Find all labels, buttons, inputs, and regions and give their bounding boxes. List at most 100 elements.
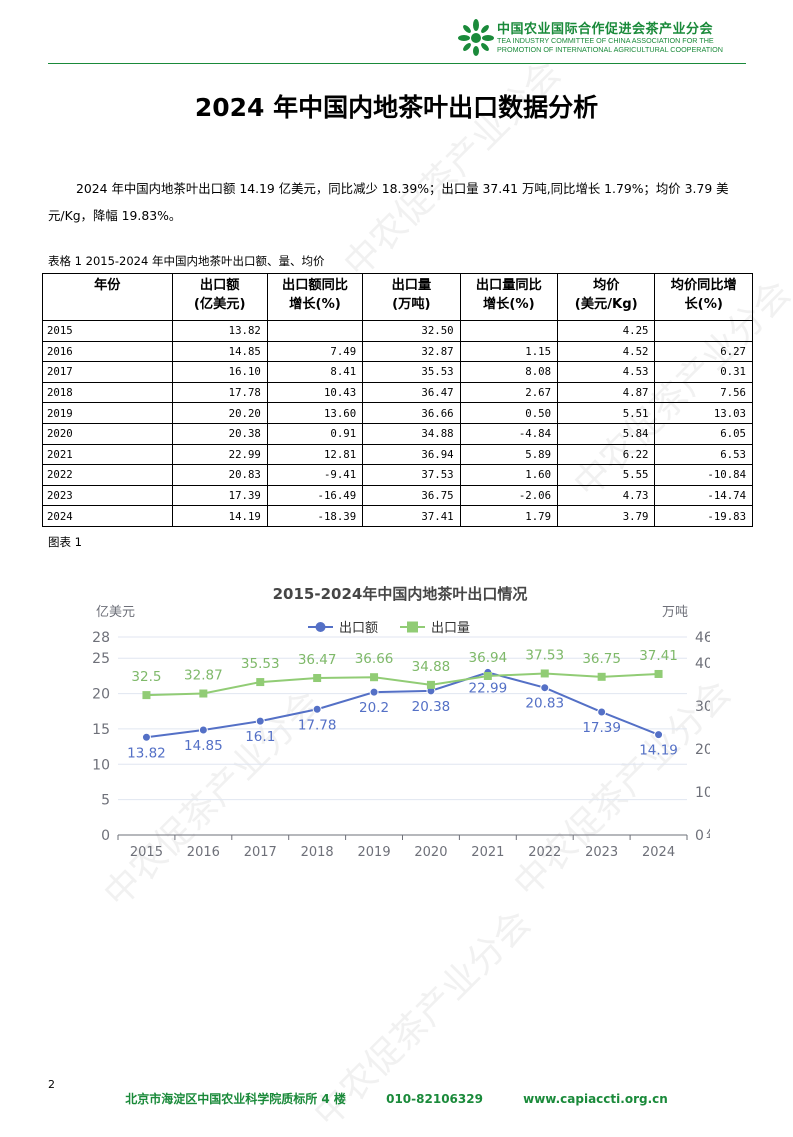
table-cell: 14.19	[171, 505, 268, 527]
y-left-axis-label: 亿美元	[96, 605, 135, 620]
table-cell-year: 2022	[42, 464, 173, 486]
data-label: 32.5	[131, 669, 161, 685]
table-cell: 12.81	[266, 443, 364, 466]
x-tick-label: 2024	[642, 845, 675, 860]
table-cell: 13.60	[266, 402, 364, 424]
table-cell-year: 2023	[42, 484, 173, 507]
footer-website[interactable]: www.capiaccti.org.cn	[523, 1092, 668, 1106]
table-cell-year: 2021	[42, 443, 173, 466]
data-label: 14.19	[639, 743, 678, 759]
data-label: 37.41	[639, 648, 678, 664]
footer-address: 北京市海淀区中国农业科学院质标所 4 楼	[125, 1092, 346, 1106]
data-point	[313, 674, 322, 683]
table-cell-year: 2017	[42, 361, 173, 383]
table-row: 2017 16.10 8.41 35.53 8.08 4.53 0.31	[42, 361, 753, 383]
table-cell: 5.89	[459, 443, 559, 466]
table-cell	[266, 320, 364, 342]
table-row: 2022 20.83 -9.41 37.53 1.60 5.55 -10.84	[42, 464, 753, 486]
y-left-tick-label: 28	[92, 630, 110, 646]
table-cell: 7.56	[654, 381, 753, 404]
data-point	[540, 669, 549, 678]
table-cell: 6.53	[654, 443, 753, 466]
table-cell: 37.41	[362, 505, 461, 527]
data-point	[370, 673, 379, 682]
org-name-cn: 中国农业国际合作促进会茶产业分会	[497, 22, 714, 37]
table-cell: 16.10	[171, 361, 268, 383]
table-cell: 36.47	[362, 381, 461, 404]
table-cell-year: 2019	[42, 402, 173, 424]
data-label: 17.39	[582, 720, 621, 736]
table-cell: 4.25	[557, 320, 656, 342]
legend-label: 出口量	[431, 621, 470, 636]
table-cell: -14.74	[654, 484, 753, 507]
table-cell: 6.05	[654, 422, 753, 445]
table-header-row: 年份 出口额 (亿美元) 出口额同比 增长(%) 出口量 (万吨) 出口量同比 增长(%…	[42, 273, 753, 321]
data-point	[199, 689, 208, 698]
table-cell: 20.20	[171, 402, 268, 424]
table-row: 2023 17.39 -16.49 36.75 -2.06 4.73 -14.74	[42, 484, 753, 507]
y-right-tick-label: 20	[695, 742, 710, 758]
y-left-tick-label: 0	[101, 828, 110, 844]
data-point	[426, 680, 435, 689]
table-cell: 36.94	[362, 443, 461, 466]
table-cell: 17.78	[171, 381, 268, 404]
y-left-tick-label: 20	[92, 687, 110, 703]
watermark: 中农促茶产业分会	[336, 52, 570, 286]
y-right-tick-label: 40	[695, 656, 710, 672]
data-label: 36.75	[582, 651, 621, 667]
table-row: 2018 17.78 10.43 36.47 2.67 4.87 7.56	[42, 381, 753, 404]
table-cell-year: 2020	[42, 422, 173, 445]
table-cell: 13.82	[171, 320, 268, 342]
header-avg-price: 均价 (美元/Kg)	[557, 273, 656, 321]
table-cell: 5.51	[557, 402, 656, 424]
figure-caption: 图表 1	[48, 535, 82, 549]
y-right-axis-label: 万吨	[662, 605, 688, 620]
table-cell: 4.53	[557, 361, 656, 383]
footer: 北京市海淀区中国农业科学院质标所 4 楼 010-82106329 www.ca…	[0, 1090, 793, 1107]
table-row: 2021 22.99 12.81 36.94 5.89 6.22 6.53	[42, 443, 753, 466]
data-point	[483, 671, 492, 680]
data-label: 17.78	[298, 717, 337, 733]
page-title: 2024 年中国内地茶叶出口数据分析	[194, 93, 599, 122]
data-label: 36.47	[298, 652, 337, 668]
table-cell: 35.53	[362, 361, 461, 383]
data-point	[141, 732, 151, 742]
table-cell: 32.50	[362, 320, 461, 342]
table-cell-year: 2016	[42, 340, 173, 363]
export-data-table: 年份 出口额 (亿美元) 出口额同比 增长(%) 出口量 (万吨) 出口量同比 增长(%…	[42, 273, 753, 527]
x-tick-label: 2019	[358, 845, 391, 860]
x-tick-label: 2017	[244, 845, 277, 860]
data-point	[369, 687, 379, 697]
data-point	[255, 716, 265, 726]
header-export-value: 出口额 (亿美元)	[171, 273, 268, 321]
x-tick-label: 2016	[187, 845, 220, 860]
tea-leaf-logo-icon	[458, 19, 494, 56]
y-right-tick-label: 0	[695, 828, 704, 844]
table-cell: 13.03	[654, 402, 753, 424]
table-caption: 表格 1 2015-2024 年中国内地茶叶出口额、量、均价	[48, 254, 325, 268]
data-label: 20.2	[359, 700, 389, 716]
y-left-tick-label: 5	[101, 793, 110, 809]
table-cell: -19.83	[654, 505, 753, 527]
x-tick-label: 2022	[528, 845, 561, 860]
data-point	[256, 678, 265, 687]
x-tick-label: 2021	[471, 845, 504, 860]
header-export-volume: 出口量 (万吨)	[362, 273, 461, 321]
data-label: 20.83	[525, 696, 564, 712]
table-cell-year: 2024	[42, 505, 173, 527]
data-label: 35.53	[241, 656, 280, 672]
data-label: 36.66	[355, 651, 394, 667]
chart-title: 2015-2024年中国内地茶叶出口情况	[273, 585, 528, 603]
data-point	[198, 725, 208, 735]
data-label: 22.99	[469, 680, 508, 696]
table-cell: 3.79	[557, 505, 656, 527]
y-right-tick-label: 30	[695, 699, 710, 715]
table-row: 2024 14.19 -18.39 37.41 1.79 3.79 -19.83	[42, 505, 753, 527]
x-tick-label: 2020	[414, 845, 447, 860]
table-cell: 1.15	[459, 340, 559, 363]
data-point	[142, 691, 151, 700]
table-cell: -2.06	[459, 484, 559, 507]
org-name-en-line1: TEA INDUSTRY COMMITTEE OF CHINA ASSOCIAT…	[497, 36, 714, 45]
table-cell: -10.84	[654, 464, 753, 486]
